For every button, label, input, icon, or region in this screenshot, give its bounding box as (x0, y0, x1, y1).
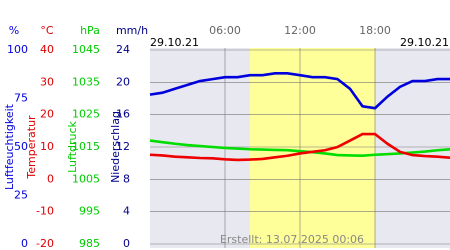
axis-unit: mm/h (116, 24, 148, 37)
y-tick-label: 4 (123, 205, 130, 218)
y-tick-label: 100 (7, 43, 28, 56)
x-tick-label: 18:00 (359, 24, 391, 37)
y-tick-label: 8 (123, 172, 130, 185)
x-tick-label: 06:00 (209, 24, 241, 37)
y-tick-label: 12 (116, 140, 130, 153)
y-tick-label: 20 (40, 108, 54, 121)
footer: Erstellt: 13.07.2025 00:06 (220, 233, 364, 246)
date-left: 29.10.21 (150, 36, 199, 49)
y-tick-label: 16 (116, 108, 130, 121)
axis-unit: °C (40, 24, 54, 37)
y-tick-label: 10 (40, 140, 54, 153)
line-series (149, 139, 450, 158)
y-tick-label: 0 (47, 172, 54, 185)
axis-title: Niederschlag (109, 111, 122, 183)
line-series (149, 132, 450, 162)
y-tick-label: 0 (123, 237, 130, 250)
y-tick-label: 1045 (72, 43, 100, 56)
line-series (149, 71, 450, 110)
y-tick-label: 1005 (72, 172, 100, 185)
y-tick-label: 1015 (72, 140, 100, 153)
axis-title: Temperatur (25, 115, 38, 180)
axis-title: Luftfeuchtigkeit (3, 103, 16, 190)
y-tick-label: 1035 (72, 75, 100, 88)
y-tick-label: -10 (36, 205, 54, 218)
y-tick-label: 0 (21, 237, 28, 250)
daylight-band (250, 48, 375, 248)
y-tick-label: 75 (14, 92, 28, 105)
y-tick-label: 50 (14, 140, 28, 153)
y-tick-label: -20 (36, 237, 54, 250)
y-tick-label: 985 (79, 237, 100, 250)
date-right: 29.10.21 (400, 36, 449, 49)
y-tick-label: 40 (40, 43, 54, 56)
axis-title: Luftdruck (66, 120, 79, 172)
y-tick-label: 24 (116, 43, 130, 56)
y-tick-label: 995 (79, 205, 100, 218)
y-tick-label: 25 (14, 189, 28, 202)
y-tick-label: 1025 (72, 108, 100, 121)
axis-unit: hPa (80, 24, 100, 37)
axis-unit: % (9, 24, 19, 37)
y-tick-label: 30 (40, 75, 54, 88)
x-tick-label: 12:00 (284, 24, 316, 37)
y-tick-label: 20 (116, 75, 130, 88)
